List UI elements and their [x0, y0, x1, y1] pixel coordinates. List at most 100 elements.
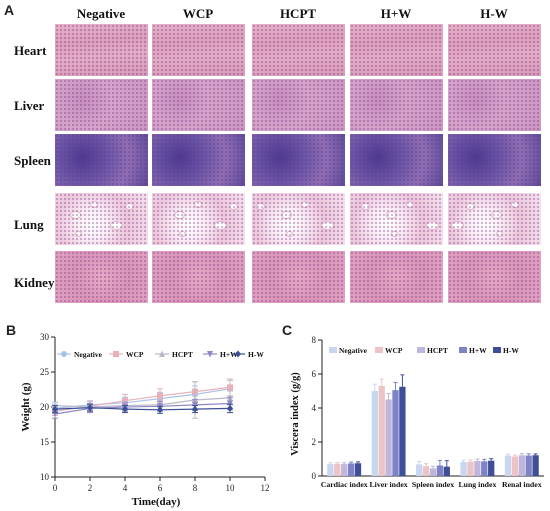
alveolus-space: [391, 231, 398, 237]
x-tick-label: 8: [193, 483, 198, 493]
tissue-image-liver-4: [350, 79, 443, 131]
alveolus-space: [491, 211, 502, 219]
alveolus-space: [90, 201, 98, 208]
legend-label: Negative: [339, 346, 368, 355]
x-tick-label: 6: [158, 483, 163, 493]
bar: [474, 461, 481, 476]
alveolus-space: [406, 201, 414, 208]
y-tick-label: 15: [40, 437, 50, 447]
tissue-image-liver-1: [55, 79, 148, 131]
viscera-index-bar-chart: 0 2 4 6 8 Viscera index (g/g) Cardiac index Liv…: [290, 335, 544, 489]
tissue-image-liver-3: [252, 79, 345, 131]
data-point: [52, 405, 58, 413]
tissue-image-lung-1: [55, 193, 148, 245]
bar: [525, 455, 532, 476]
bar: [518, 455, 525, 476]
bar: [488, 460, 495, 476]
legend-marker: [61, 351, 67, 357]
panel-b-letter: B: [6, 322, 17, 338]
y-tick-label: 10: [40, 472, 50, 482]
y-tick-label: 0: [312, 471, 317, 481]
category-label: Spleen index: [412, 480, 454, 489]
legend-marker: [159, 350, 165, 357]
y-tick-label: 8: [312, 335, 317, 345]
data-point: [227, 404, 233, 412]
data-point: [122, 405, 128, 413]
category-label: Lung index: [458, 480, 496, 489]
row-label-spleen: Spleen: [14, 153, 51, 168]
bar: [436, 465, 444, 476]
y-tick-label: 4: [312, 403, 317, 413]
tissue-image-spleen-1: [55, 134, 148, 186]
alveolus-space: [321, 221, 334, 230]
alveolus-space: [229, 203, 238, 210]
tissue-image-lung-4: [350, 193, 443, 245]
legend-marker: [235, 350, 241, 358]
alveolus-space: [301, 201, 309, 208]
alveolus-space: [361, 203, 370, 210]
y-axis-title: Viscera index (g/g): [290, 372, 301, 456]
data-point: [192, 405, 198, 413]
alveolus-space: [426, 221, 439, 230]
bar: [354, 463, 362, 476]
legend-marker: [207, 351, 213, 358]
alveolus-space: [511, 201, 519, 208]
x-axis-title: Time(day): [132, 496, 181, 508]
bar: [481, 461, 488, 476]
bar: [467, 461, 474, 476]
tissue-image-spleen-4: [350, 134, 443, 186]
tissue-image-heart-1: [55, 24, 148, 76]
legend-swatch: [329, 347, 337, 353]
tissue-image-spleen-5: [448, 134, 541, 186]
tissue-image-kidney-5: [448, 251, 541, 303]
alveolus-space: [70, 211, 81, 219]
series-line-4: [54, 402, 231, 415]
alveolus-space: [286, 231, 293, 237]
alveolus-space: [386, 211, 397, 219]
series-line-3: [54, 397, 231, 408]
data-point: [122, 397, 128, 404]
tissue-image-kidney-1: [55, 251, 148, 303]
tissue-image-kidney-2: [152, 251, 245, 303]
bar: [511, 456, 519, 476]
legend-swatch: [459, 347, 467, 353]
column-header-h-plus-w: H+W: [380, 6, 412, 21]
legend-marker: [113, 351, 119, 357]
bar: [327, 464, 334, 476]
tissue-image-liver-5: [448, 79, 541, 131]
y-tick-label: 6: [312, 369, 317, 379]
alveolus-space: [466, 203, 475, 210]
legend-swatch: [493, 347, 501, 353]
bar: [422, 466, 430, 476]
alveolus-space: [75, 231, 82, 237]
alveolus-space: [174, 211, 185, 219]
legend-label: H-W: [248, 350, 264, 359]
category-label: Liver index: [369, 480, 407, 489]
y-tick-label: 30: [40, 332, 50, 342]
row-label-lung: Lung: [14, 217, 44, 232]
alveolus-space: [496, 231, 503, 237]
bar: [347, 463, 355, 476]
panel-c-letter: C: [282, 322, 293, 338]
column-header-hcpt: HCPT: [279, 6, 317, 21]
legend-label: H-W: [503, 346, 519, 355]
data-point: [157, 406, 163, 414]
x-tick-label: 4: [123, 483, 128, 493]
legend-label: H+W: [220, 350, 238, 359]
alveolus-space: [179, 231, 186, 237]
x-tick-label: 0: [53, 483, 58, 493]
bar: [504, 455, 512, 476]
data-point: [227, 384, 233, 391]
alveolus-space: [194, 201, 202, 208]
x-tick-label: 10: [226, 483, 236, 493]
bar: [334, 463, 341, 476]
row-label-liver: Liver: [14, 98, 45, 113]
bar: [429, 468, 437, 476]
row-label-heart: Heart: [14, 43, 47, 58]
bar: [399, 386, 406, 476]
bar: [532, 455, 539, 476]
tissue-image-spleen-3: [252, 134, 345, 186]
alveolus-space: [256, 203, 265, 210]
bar: [371, 391, 378, 476]
category-label: Cardiac index: [321, 480, 368, 489]
